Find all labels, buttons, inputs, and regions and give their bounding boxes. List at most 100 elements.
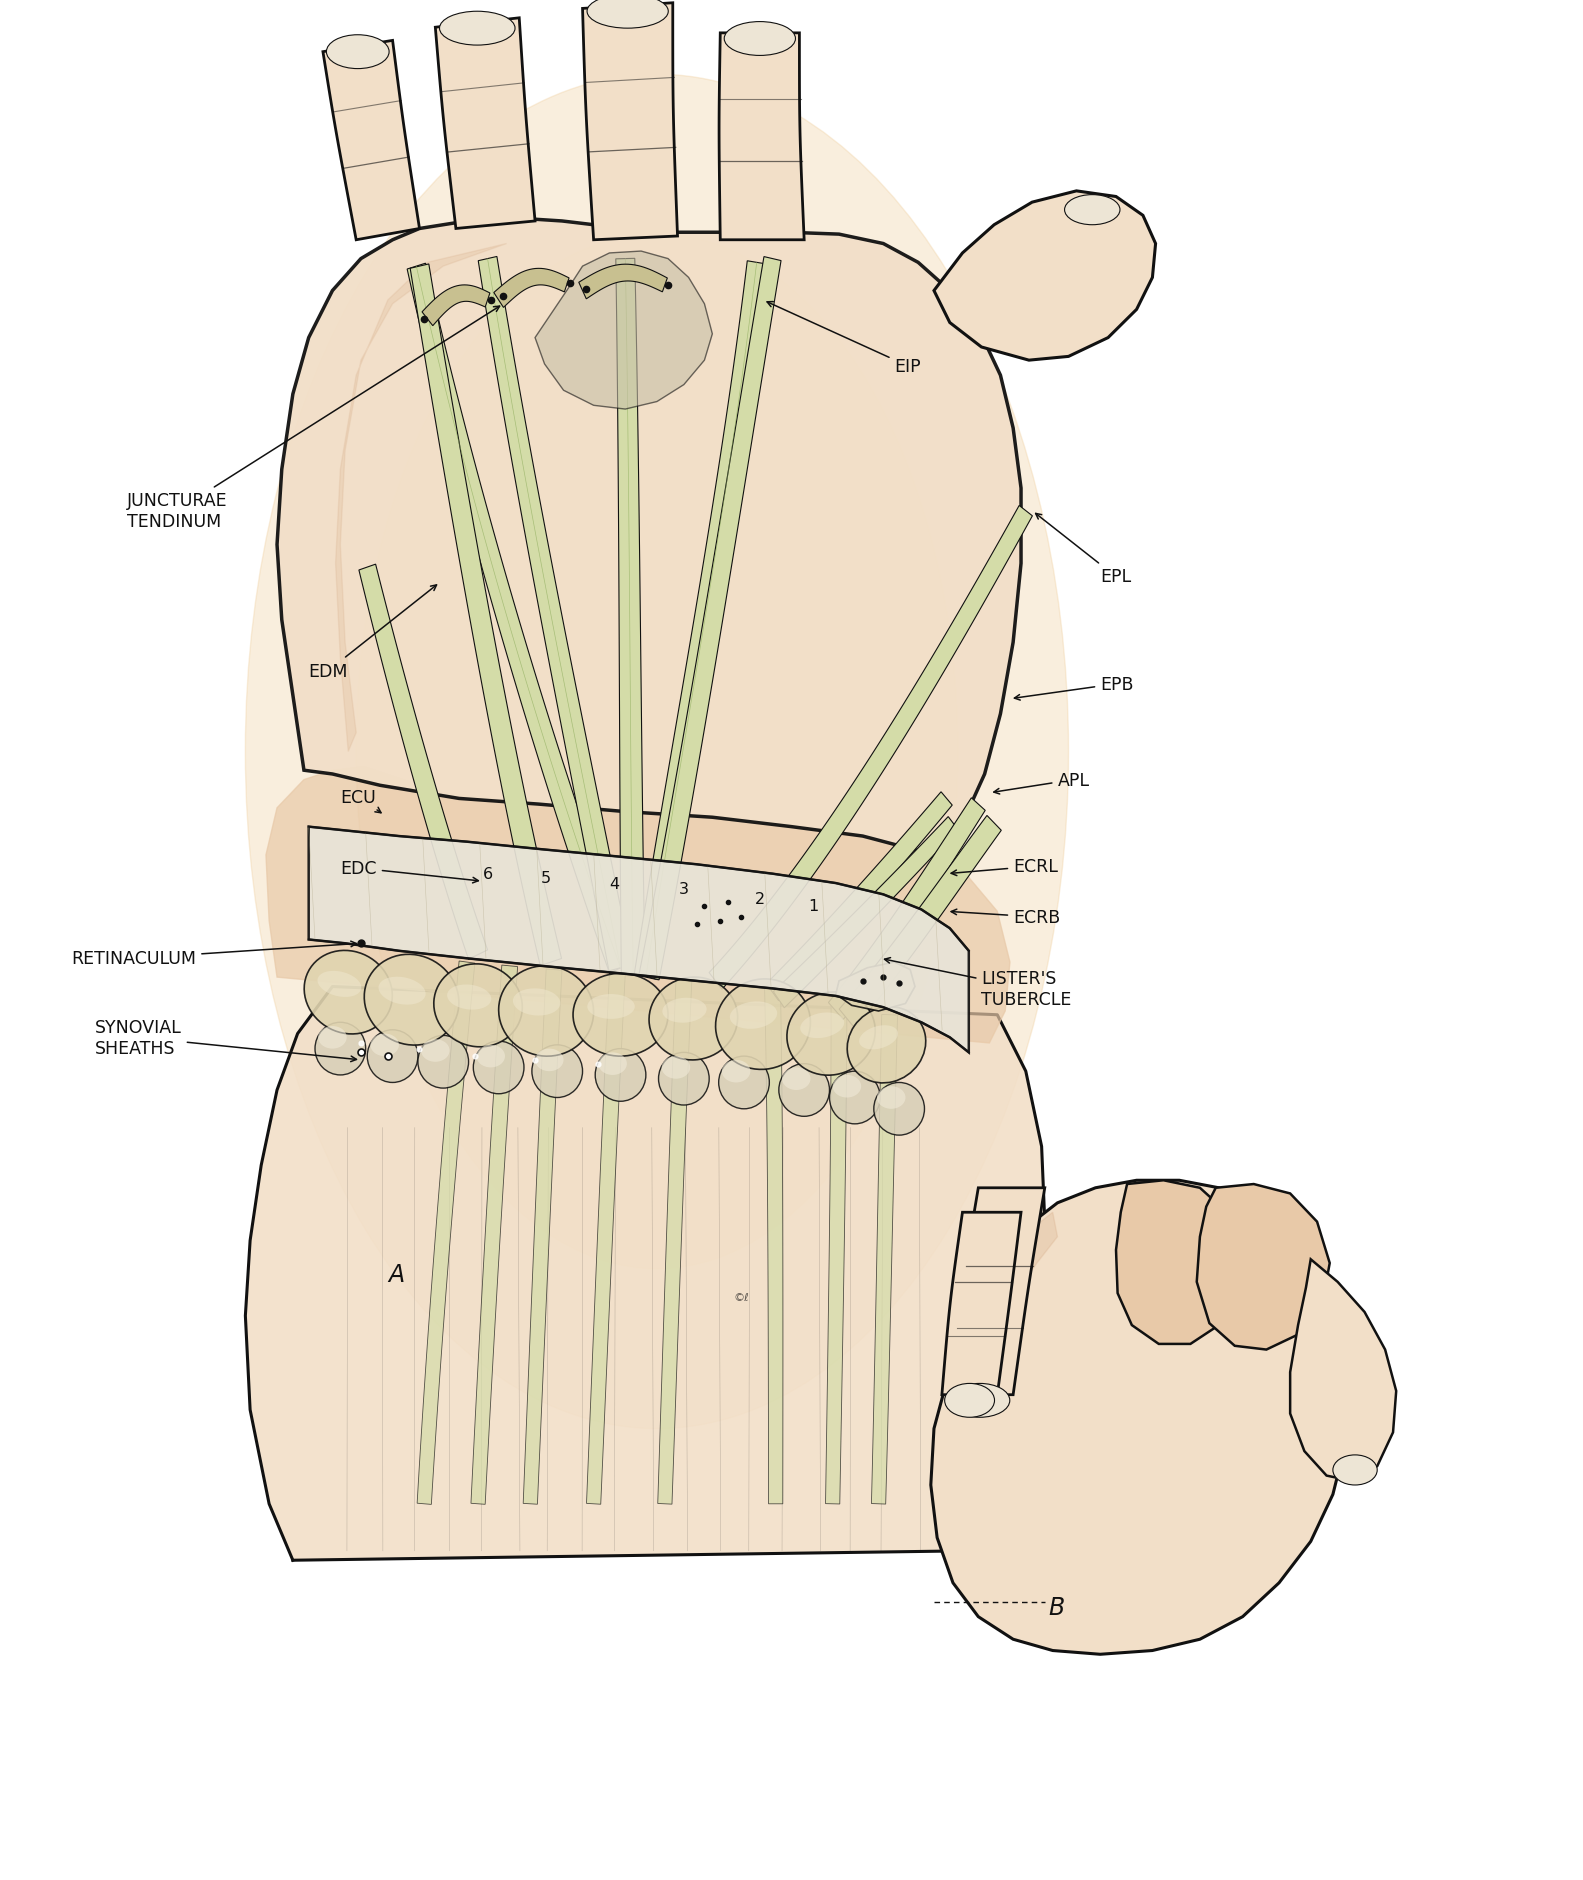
Text: EPL: EPL (1035, 513, 1132, 587)
Polygon shape (931, 1181, 1349, 1654)
Ellipse shape (378, 978, 426, 1006)
Text: EPB: EPB (1015, 675, 1133, 701)
Ellipse shape (499, 966, 594, 1057)
Polygon shape (583, 4, 678, 241)
Ellipse shape (532, 1045, 583, 1098)
Text: 4: 4 (609, 876, 619, 891)
Polygon shape (765, 989, 784, 1504)
Ellipse shape (473, 1042, 524, 1094)
Ellipse shape (1333, 1455, 1377, 1485)
Text: A: A (388, 1263, 404, 1286)
Text: 6: 6 (483, 867, 492, 882)
Ellipse shape (719, 1057, 769, 1109)
Ellipse shape (476, 1045, 505, 1068)
Text: 5: 5 (541, 870, 551, 885)
Polygon shape (579, 265, 668, 299)
Polygon shape (478, 258, 632, 972)
Polygon shape (524, 970, 562, 1504)
Polygon shape (942, 1213, 1021, 1395)
Ellipse shape (782, 1068, 810, 1090)
Polygon shape (535, 252, 712, 410)
Polygon shape (1290, 1260, 1396, 1481)
Ellipse shape (356, 235, 958, 1269)
Polygon shape (836, 963, 915, 1011)
Ellipse shape (587, 995, 635, 1019)
Polygon shape (407, 263, 632, 974)
Polygon shape (245, 987, 1045, 1560)
Ellipse shape (945, 1384, 994, 1418)
Text: ECU: ECU (340, 788, 382, 814)
Polygon shape (1197, 1184, 1330, 1350)
Ellipse shape (513, 989, 560, 1015)
Polygon shape (828, 799, 985, 1021)
Polygon shape (336, 244, 507, 752)
Ellipse shape (598, 1053, 627, 1075)
Ellipse shape (318, 1026, 347, 1049)
Ellipse shape (662, 998, 706, 1023)
Polygon shape (1116, 1181, 1243, 1344)
Ellipse shape (649, 978, 738, 1060)
Ellipse shape (722, 1060, 750, 1083)
Ellipse shape (847, 1008, 926, 1083)
Polygon shape (323, 41, 419, 241)
Text: 3: 3 (679, 882, 689, 897)
Ellipse shape (440, 11, 514, 45)
Text: APL: APL (994, 771, 1089, 795)
Ellipse shape (877, 1087, 905, 1109)
Text: ©ℓ: ©ℓ (733, 1292, 749, 1303)
Text: SYNOVIAL
SHEATHS: SYNOVIAL SHEATHS (95, 1019, 356, 1062)
Text: JUNCTURAE
TENDINUM: JUNCTURAE TENDINUM (127, 306, 500, 530)
Text: ECRL: ECRL (951, 857, 1057, 876)
Polygon shape (839, 816, 1002, 1028)
Text: EDC: EDC (340, 859, 478, 884)
Ellipse shape (874, 1083, 924, 1136)
Polygon shape (947, 1188, 1045, 1395)
Text: EDM: EDM (309, 585, 437, 681)
Ellipse shape (434, 964, 522, 1047)
Ellipse shape (801, 1013, 844, 1038)
Polygon shape (616, 259, 644, 974)
Ellipse shape (587, 0, 668, 30)
Ellipse shape (318, 972, 361, 998)
Polygon shape (309, 827, 969, 1053)
Polygon shape (934, 192, 1156, 361)
Polygon shape (359, 564, 488, 959)
Polygon shape (659, 981, 692, 1504)
Ellipse shape (446, 985, 491, 1010)
Polygon shape (709, 506, 1032, 989)
Text: RETINACULUM: RETINACULUM (71, 942, 356, 968)
Ellipse shape (659, 1053, 709, 1105)
Text: ECRB: ECRB (951, 908, 1061, 927)
Polygon shape (587, 974, 625, 1504)
Text: 2: 2 (755, 891, 765, 906)
Ellipse shape (829, 1072, 880, 1124)
Ellipse shape (1064, 196, 1121, 226)
Ellipse shape (950, 1384, 1010, 1418)
Text: EIP: EIP (768, 303, 921, 376)
Polygon shape (418, 961, 475, 1504)
Ellipse shape (787, 993, 875, 1075)
Polygon shape (774, 818, 958, 1008)
Ellipse shape (730, 1002, 777, 1028)
Ellipse shape (304, 951, 393, 1034)
Polygon shape (872, 1015, 898, 1504)
Ellipse shape (367, 1030, 418, 1083)
Ellipse shape (315, 1023, 366, 1075)
Polygon shape (719, 34, 804, 241)
Polygon shape (826, 1000, 847, 1504)
Ellipse shape (421, 1040, 450, 1062)
Polygon shape (472, 966, 518, 1504)
Polygon shape (962, 1213, 1057, 1376)
Ellipse shape (364, 955, 459, 1045)
Polygon shape (635, 261, 766, 979)
Ellipse shape (723, 23, 795, 56)
Ellipse shape (716, 979, 810, 1070)
Polygon shape (266, 767, 1010, 1043)
Polygon shape (423, 286, 489, 327)
Ellipse shape (662, 1057, 690, 1079)
Ellipse shape (833, 1075, 861, 1098)
Polygon shape (435, 19, 535, 229)
Ellipse shape (245, 75, 1069, 1429)
Ellipse shape (860, 1026, 898, 1049)
Ellipse shape (595, 1049, 646, 1102)
